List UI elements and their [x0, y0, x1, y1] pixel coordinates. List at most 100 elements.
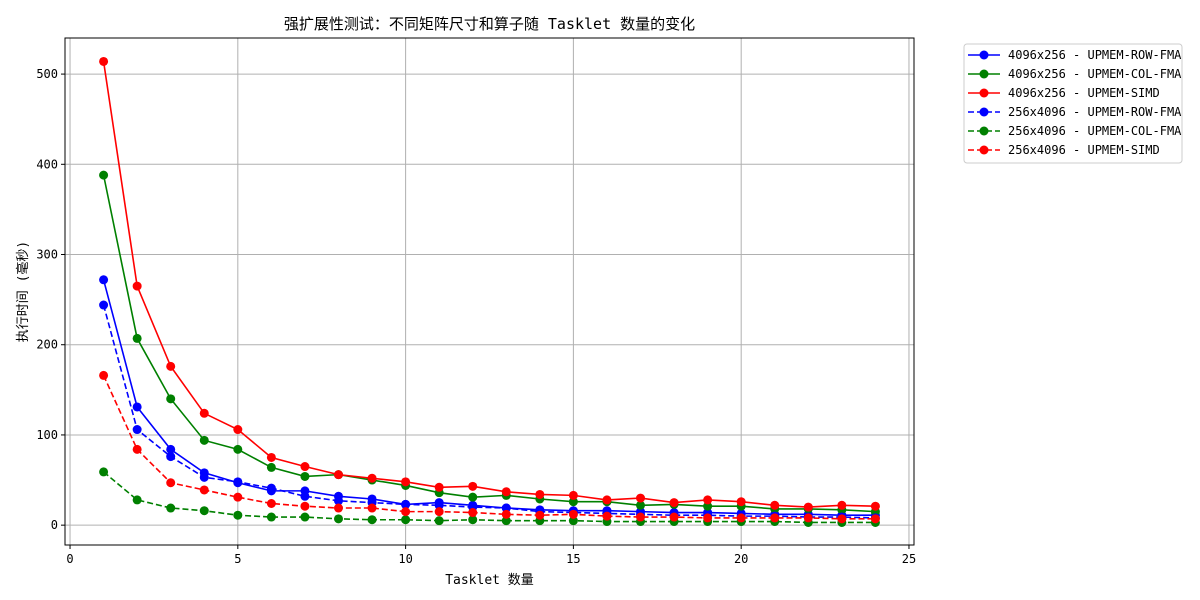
data-point	[803, 502, 813, 512]
y-tick-label: 400	[36, 157, 58, 171]
data-point	[736, 513, 746, 523]
data-point	[132, 402, 142, 412]
y-tick-label: 500	[36, 67, 58, 81]
data-point	[870, 501, 880, 511]
data-point	[333, 470, 343, 480]
data-point	[434, 507, 444, 517]
data-point	[300, 471, 310, 481]
x-tick-label: 10	[398, 552, 412, 566]
data-point	[166, 503, 176, 513]
data-point	[300, 462, 310, 472]
data-point	[568, 490, 578, 500]
legend-frame	[963, 43, 1183, 164]
data-point	[837, 514, 847, 524]
legend-label: 4096x256 - UPMEM-ROW-FMA	[1008, 48, 1182, 62]
data-point	[434, 516, 444, 526]
legend-item-5: 256x4096 - UPMEM-SIMD	[968, 143, 1160, 157]
series-line	[102, 375, 876, 520]
data-point	[501, 516, 511, 526]
series-line	[102, 304, 876, 519]
data-point	[266, 499, 276, 509]
x-tick-label: 15	[566, 552, 580, 566]
legend-item-0: 4096x256 - UPMEM-ROW-FMA	[968, 48, 1182, 62]
data-point	[166, 478, 176, 488]
data-point	[166, 394, 176, 404]
data-point	[132, 281, 142, 291]
data-point	[401, 515, 411, 525]
data-point	[333, 514, 343, 524]
data-point	[803, 513, 813, 523]
legend-label: 4096x256 - UPMEM-COL-FMA	[1008, 67, 1182, 81]
data-point	[568, 509, 578, 519]
legend: 4096x256 - UPMEM-ROW-FMA 4096x256 - UPMEM…	[963, 43, 1183, 164]
legend-marker	[979, 88, 989, 98]
legend-label: 4096x256 - UPMEM-SIMD	[1008, 86, 1160, 100]
data-point	[669, 512, 679, 522]
data-point	[132, 425, 142, 435]
x-tick-label: 5	[234, 552, 241, 566]
data-point	[703, 495, 713, 505]
data-point	[401, 499, 411, 509]
data-point	[199, 506, 209, 516]
data-point	[266, 462, 276, 472]
data-point	[636, 500, 646, 510]
legend-marker	[979, 126, 989, 136]
data-point	[199, 472, 209, 482]
data-point	[166, 361, 176, 371]
data-point	[300, 491, 310, 501]
legend-label: 256x4096 - UPMEM-ROW-FMA	[1008, 105, 1182, 119]
legend-item-4: 256x4096 - UPMEM-COL-FMA	[968, 124, 1182, 138]
data-point	[99, 467, 109, 477]
legend-item-1: 4096x256 - UPMEM-COL-FMA	[968, 67, 1182, 81]
data-point	[333, 503, 343, 513]
y-axis-label: 执行时间 (毫秒)	[15, 241, 31, 342]
data-point	[233, 444, 243, 454]
data-point	[199, 408, 209, 418]
x-tick-label: 25	[902, 552, 916, 566]
ticks: 0 5 10 15 20 25 0 100 200 300 400 500	[36, 67, 916, 566]
data-point	[99, 300, 109, 310]
data-point	[770, 513, 780, 523]
data-point	[434, 482, 444, 492]
data-point	[501, 487, 511, 497]
legend-marker	[979, 50, 989, 60]
series-5	[99, 370, 880, 524]
series-line	[102, 174, 876, 513]
data-point	[535, 510, 545, 520]
data-point	[266, 512, 276, 522]
data-point	[669, 498, 679, 508]
data-point	[233, 425, 243, 435]
data-point	[99, 275, 109, 285]
data-point	[568, 516, 578, 526]
data-point	[636, 512, 646, 522]
legend-marker	[979, 145, 989, 155]
data-point	[636, 493, 646, 503]
data-point	[468, 481, 478, 491]
data-point	[300, 501, 310, 511]
data-point	[501, 509, 511, 519]
x-tick-label: 20	[734, 552, 748, 566]
data-point	[870, 514, 880, 524]
data-point	[736, 497, 746, 507]
data-point	[535, 489, 545, 499]
data-point	[132, 333, 142, 343]
data-point	[166, 452, 176, 462]
data-point	[300, 512, 310, 522]
legend-item-2: 4096x256 - UPMEM-SIMD	[968, 86, 1160, 100]
legend-label: 256x4096 - UPMEM-COL-FMA	[1008, 124, 1182, 138]
data-point	[132, 444, 142, 454]
legend-label: 256x4096 - UPMEM-SIMD	[1008, 143, 1160, 157]
series-line	[102, 61, 876, 508]
data-point	[367, 515, 377, 525]
data-point	[166, 444, 176, 454]
data-point	[468, 515, 478, 525]
y-tick-label: 100	[36, 428, 58, 442]
data-point	[703, 501, 713, 511]
data-point	[266, 483, 276, 493]
data-point	[602, 495, 612, 505]
data-point	[568, 497, 578, 507]
x-tick-label: 0	[66, 552, 73, 566]
data-point	[266, 452, 276, 462]
data-point	[770, 500, 780, 510]
